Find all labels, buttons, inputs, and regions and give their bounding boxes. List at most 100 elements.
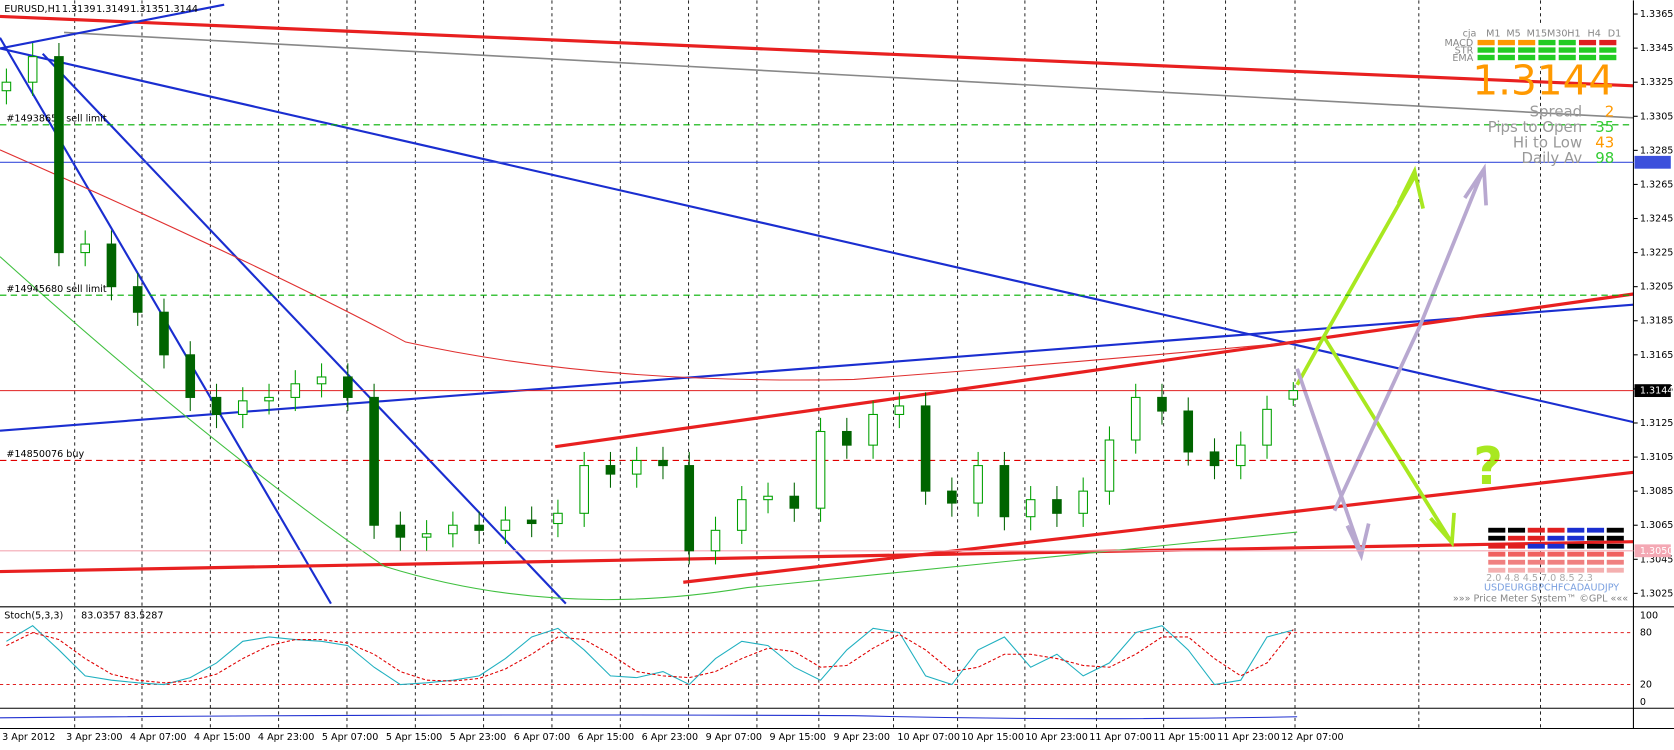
candle-body <box>1183 410 1194 453</box>
timeframe: H4 <box>1588 29 1601 40</box>
meter-bar <box>1547 527 1565 533</box>
candle-body <box>815 430 826 509</box>
signal-cell <box>1518 54 1536 61</box>
candle-body <box>1235 444 1246 467</box>
signal-cell <box>1497 54 1515 61</box>
candle-body <box>1052 499 1062 514</box>
y-tick-label: 1.3125 <box>1640 418 1674 429</box>
channel-line <box>554 292 1634 449</box>
timeframe: M1 <box>1486 29 1500 40</box>
y-tick-label: 1.3065 <box>1640 520 1674 531</box>
meter-bar <box>1527 543 1545 549</box>
stat-value: 2 <box>1605 103 1615 121</box>
candle-body <box>736 499 747 531</box>
meter-bar <box>1507 559 1526 565</box>
meter-bar <box>1586 551 1605 557</box>
signal-cell <box>1599 54 1617 61</box>
stat-value: 35 <box>1595 118 1614 136</box>
meter-bar <box>1527 527 1545 533</box>
meter-bar <box>1527 535 1545 541</box>
signal-cell <box>1497 47 1515 53</box>
meter-bar <box>1507 567 1526 573</box>
candle-body <box>421 533 432 538</box>
row-label: STR <box>1455 46 1474 57</box>
meter-bar <box>1488 543 1506 549</box>
y-tick-label: 80 <box>1640 628 1652 639</box>
signal-cell <box>1477 39 1495 46</box>
meter-currencies: USDEURGBPCHFCADAUDJPY <box>1484 583 1619 594</box>
y-tick-label: 1.3305 <box>1640 111 1674 122</box>
signal-cell <box>1538 39 1556 46</box>
row-label: EMA <box>1452 53 1473 64</box>
trendline <box>0 47 1634 424</box>
x-tick-label: 5 Apr 15:00 <box>386 732 442 743</box>
meter-bar <box>1586 543 1605 549</box>
y-tick-label: 1.3285 <box>1640 145 1674 156</box>
x-tick-label: 4 Apr 07:00 <box>130 732 186 743</box>
candle-body <box>658 459 668 467</box>
signal-cell <box>1538 54 1556 61</box>
signal-cell <box>1558 47 1576 53</box>
candle-body <box>1025 499 1036 518</box>
meter-bar <box>1488 535 1506 541</box>
meter-bar <box>1606 527 1624 533</box>
decor <box>0 0 1674 730</box>
meter-bar <box>1586 559 1605 565</box>
meter-bar <box>1507 551 1526 557</box>
timeframe: M5 <box>1506 29 1520 40</box>
meter-bar <box>1606 543 1624 549</box>
meter-bar <box>1547 543 1565 549</box>
stat-label: Daily Av <box>1521 149 1582 167</box>
forecast-arrow <box>1295 165 1456 548</box>
trendline <box>0 14 1634 88</box>
candle-body <box>1157 396 1167 412</box>
candle-body <box>1209 451 1220 467</box>
y-tick-label: 1.3165 <box>1640 350 1674 361</box>
signal-cell <box>1518 39 1536 46</box>
trendline <box>0 3 225 50</box>
trendline <box>0 540 1634 574</box>
candle-body <box>920 405 931 492</box>
x-tick-label: 6 Apr 23:00 <box>642 732 698 743</box>
meter-bar <box>1488 527 1506 533</box>
annotation: ? <box>1473 437 1503 497</box>
signal-cell <box>1497 39 1515 46</box>
moving-average <box>0 256 1298 601</box>
signal-cell <box>1558 54 1576 61</box>
meter-bar <box>1567 543 1585 549</box>
stoch-signal-value: 83.5287 <box>124 610 164 621</box>
signal-cell <box>1578 47 1597 53</box>
x-tick-label: 4 Apr 15:00 <box>194 732 250 743</box>
meter-footer: »»» Price Meter System™ ©GPL ««« <box>1453 593 1628 604</box>
moving-average <box>0 149 1298 381</box>
x-tick-label: 5 Apr 07:00 <box>322 732 378 743</box>
y-tick-label: 1.3205 <box>1640 282 1674 293</box>
ohlc-low: 1.3135 <box>130 4 164 15</box>
panel-title: cja <box>1463 29 1477 40</box>
candle-body <box>1288 390 1299 400</box>
stat-label: Pips to Open <box>1488 118 1582 136</box>
x-tick-label: 11 Apr 15:00 <box>1153 732 1216 743</box>
signal-cell <box>1578 39 1597 46</box>
candle-body <box>763 495 773 501</box>
meter-bar <box>1586 535 1605 541</box>
meter-bar <box>1507 543 1526 549</box>
y-tick-label: 1.3365 <box>1640 9 1674 20</box>
meter-bar <box>1586 527 1605 533</box>
signal-cell <box>1518 47 1536 53</box>
x-tick-label: 11 Apr 07:00 <box>1089 732 1152 743</box>
x-tick-label: 5 Apr 23:00 <box>450 732 506 743</box>
signal-cell <box>1578 54 1597 61</box>
candle-body <box>1078 490 1088 514</box>
stat-label: Spread <box>1530 103 1583 121</box>
ohlc-close: 1.3144 <box>164 4 198 15</box>
forecast-arrow <box>1295 163 1488 562</box>
order-label: #14850076 buy <box>6 449 84 460</box>
meter-bar <box>1547 559 1565 565</box>
candle-body <box>237 400 248 415</box>
y-tick-label: 1.3225 <box>1640 248 1674 259</box>
candle-body <box>316 376 327 385</box>
y-tick-label: 1.3245 <box>1640 214 1674 225</box>
candle-body <box>710 529 721 552</box>
